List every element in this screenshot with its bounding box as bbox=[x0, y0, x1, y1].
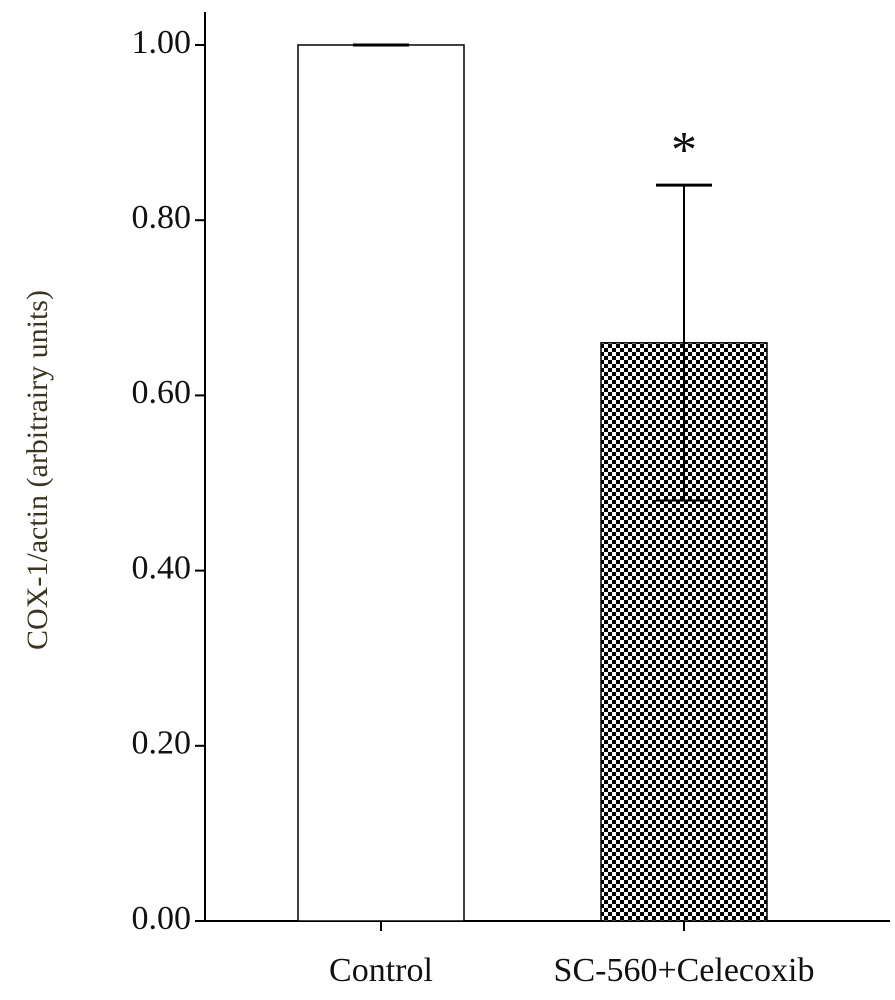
y-tick-label: 0.20 bbox=[132, 725, 192, 762]
y-tick-label: 0.40 bbox=[132, 549, 192, 586]
y-axis-label: COX-1/actin (arbitrairy units) bbox=[21, 290, 54, 650]
y-tick-label: 0.00 bbox=[132, 900, 192, 937]
y-tick-label: 0.80 bbox=[132, 199, 192, 236]
bar bbox=[297, 44, 465, 922]
y-tick-label: 1.00 bbox=[132, 24, 192, 61]
x-tick-label: Control bbox=[329, 952, 433, 989]
y-tick-label: 0.60 bbox=[132, 374, 192, 411]
x-tick-label: SC-560+Celecoxib bbox=[554, 952, 815, 989]
significance-marker: * bbox=[671, 122, 697, 179]
